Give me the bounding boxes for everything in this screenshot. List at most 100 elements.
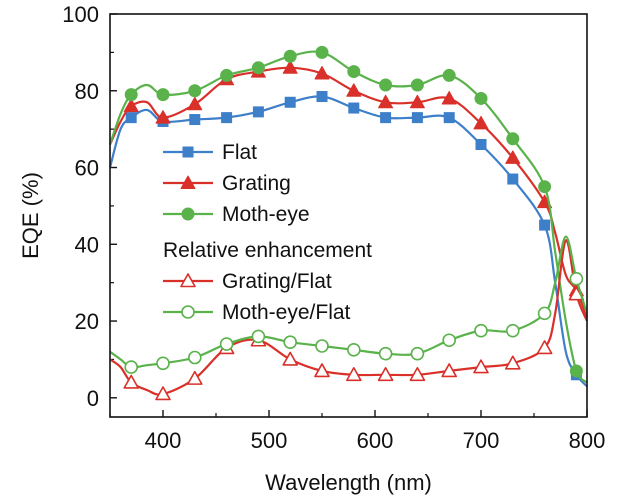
data-point-grating-flat [409, 366, 426, 382]
legend-entry-moth-eye-flat: Moth-eye/Flat [163, 301, 351, 324]
data-point-grating-flat [536, 340, 553, 355]
data-point-grating [378, 94, 394, 109]
series-moth-eye [108, 45, 588, 384]
x-tick-label: 800 [569, 428, 606, 453]
data-point-flat [348, 102, 360, 114]
x-tick-label: 600 [357, 428, 394, 453]
data-point-grating [155, 110, 171, 124]
series-grating-flat [109, 239, 589, 401]
data-point-moth-eye-flat [156, 356, 170, 371]
y-tick-label: 80 [75, 79, 99, 104]
data-point-flat [443, 112, 455, 124]
series-layer [108, 45, 589, 401]
data-point-moth-eye-flat [569, 272, 584, 286]
legend-entry-flat: Flat [163, 141, 257, 164]
legend-entry-grating-flat: Grating/Flat [163, 270, 332, 293]
data-point-grating-flat [441, 363, 458, 378]
data-point-moth-eye [188, 84, 202, 98]
x-tick-label: 500 [251, 428, 288, 453]
data-point-grating [282, 60, 298, 74]
x-tick-label: 700 [463, 428, 500, 453]
data-point-grating-flat [377, 366, 394, 382]
data-point-moth-eye [506, 132, 520, 146]
data-point-moth-eye [315, 45, 329, 59]
data-point-moth-eye-flat [537, 306, 552, 321]
data-point-moth-eye [220, 68, 234, 82]
data-point-moth-eye [474, 91, 488, 105]
data-point-moth-eye-flat [188, 350, 202, 365]
data-point-grating-flat [282, 351, 299, 366]
data-point-flat [539, 219, 551, 231]
data-point-grating [314, 65, 330, 80]
data-point-flat [189, 114, 201, 126]
x-tick-label: 400 [145, 428, 182, 453]
data-point-flat [221, 112, 233, 124]
series-flat [108, 91, 588, 388]
y-tick-label: 0 [87, 386, 99, 411]
y-tick-label: 60 [75, 156, 99, 181]
data-point-grating-flat [473, 359, 489, 374]
legend-entry-grating: Grating [163, 172, 291, 195]
data-point-moth-eye-flat [505, 323, 520, 338]
plot-frame [109, 13, 588, 418]
data-point-flat [316, 91, 328, 103]
data-point-grating [346, 83, 362, 97]
data-point-grating [441, 90, 457, 105]
legend-entry-moth-eye: Moth-eye [163, 203, 310, 226]
data-point-moth-eye [283, 49, 297, 63]
legend: Flat Grating Moth-eye Grating/Flat Moth-eye/… [163, 141, 372, 324]
series-moth-eye-flat [109, 235, 589, 374]
data-point-grating-flat [345, 366, 362, 382]
data-point-moth-eye-flat [283, 335, 298, 349]
data-point-moth-eye [410, 78, 424, 92]
legend-label: Moth-eye/Flat [222, 301, 351, 324]
data-point-flat [411, 112, 423, 124]
data-point-moth-eye-flat [219, 337, 234, 351]
data-point-flat [475, 138, 487, 150]
data-point-moth-eye [251, 61, 265, 75]
data-point-moth-eye [156, 88, 170, 102]
data-point-moth-eye-flat [346, 343, 361, 357]
data-point-grating [123, 98, 139, 113]
legend-label: Flat [222, 141, 257, 164]
tick-labels: 400 500 600 700 800 0 20 40 60 80 100 [62, 2, 605, 453]
data-point-flat [125, 112, 137, 124]
data-point-flat [252, 106, 264, 118]
data-point-grating-flat [187, 370, 203, 385]
data-point-moth-eye [569, 364, 583, 378]
legend-marker [180, 273, 196, 288]
data-point-moth-eye-flat [251, 329, 266, 344]
y-tick-label: 100 [62, 2, 99, 27]
x-axis-title: Wavelength (nm) [265, 470, 432, 495]
data-point-moth-eye-flat [442, 333, 457, 348]
data-point-moth-eye-flat [410, 346, 425, 361]
data-point-grating-flat [504, 355, 521, 370]
data-point-grating [409, 94, 425, 109]
data-point-moth-eye-flat [315, 339, 329, 353]
data-point-flat [284, 96, 296, 108]
legend-label: Grating/Flat [222, 270, 332, 293]
data-point-moth-eye-flat [474, 323, 488, 338]
legend-marker [182, 146, 194, 158]
y-tick-label: 40 [75, 232, 99, 257]
data-point-grating-flat [123, 374, 139, 389]
data-point-flat [380, 112, 392, 124]
legend-label: Moth-eye [222, 203, 310, 226]
legend-label: Grating [222, 172, 291, 195]
y-tick-label: 20 [75, 309, 99, 334]
data-point-grating [505, 150, 521, 164]
data-point-moth-eye [442, 68, 456, 82]
data-point-moth-eye [379, 78, 393, 92]
legend-marker [181, 207, 195, 221]
data-point-moth-eye-flat [378, 346, 393, 361]
data-point-moth-eye [124, 88, 138, 102]
data-point-flat [507, 173, 519, 185]
data-point-grating-flat [314, 363, 330, 378]
data-point-grating-flat [155, 386, 171, 401]
y-axis-title: EQE (%) [18, 172, 43, 259]
legend-marker [180, 175, 196, 189]
data-point-moth-eye [538, 180, 552, 194]
data-point-moth-eye-flat [124, 360, 138, 374]
data-point-moth-eye [347, 65, 361, 79]
